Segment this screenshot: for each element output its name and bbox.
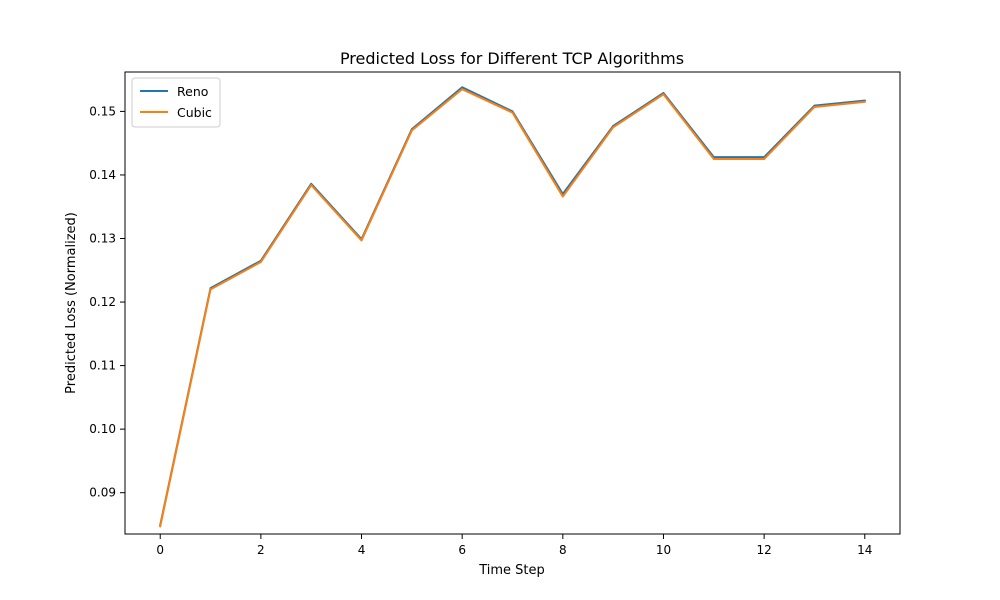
y-axis-label: Predicted Loss (Normalized) (64, 212, 79, 394)
y-tick-label: 0.13 (89, 231, 116, 245)
x-tick-label: 4 (358, 543, 366, 557)
y-tick-label: 0.12 (89, 295, 116, 309)
plot-area: 0 2 4 6 8 10 12 14 0.09 0.10 0.11 0.12 0.13 0.14 0.15 (89, 71, 901, 557)
x-tick-label: 12 (756, 543, 771, 557)
axes-frame (124, 71, 901, 535)
axes-layer: 0 2 4 6 8 10 12 14 0.09 0.10 0.11 0.12 0.13 0.14 0.15 (89, 71, 901, 557)
x-tick-label: 14 (857, 543, 872, 557)
plot-background (125, 72, 900, 534)
x-tick-label: 2 (257, 543, 265, 557)
x-tick-label: 10 (656, 543, 671, 557)
x-axis-label: Time Step (478, 563, 545, 578)
y-tick-label: 0.10 (89, 422, 116, 436)
x-tick-label: 6 (458, 543, 466, 557)
legend-label-cubic: Cubic (177, 105, 212, 120)
y-tick-label: 0.11 (89, 359, 116, 373)
y-tick-label: 0.15 (89, 104, 116, 118)
y-tick-label: 0.14 (89, 168, 116, 182)
series-line-cubic (159, 88, 866, 528)
x-tick-label: 0 (156, 543, 164, 557)
x-tick-label: 8 (559, 543, 567, 557)
y-tick-label: 0.09 (89, 486, 116, 500)
chart-title: Predicted Loss for Different TCP Algorit… (340, 49, 684, 68)
series-layer (159, 86, 866, 528)
legend-label-reno: Reno (177, 84, 208, 99)
legend: Reno Cubic (131, 77, 221, 128)
